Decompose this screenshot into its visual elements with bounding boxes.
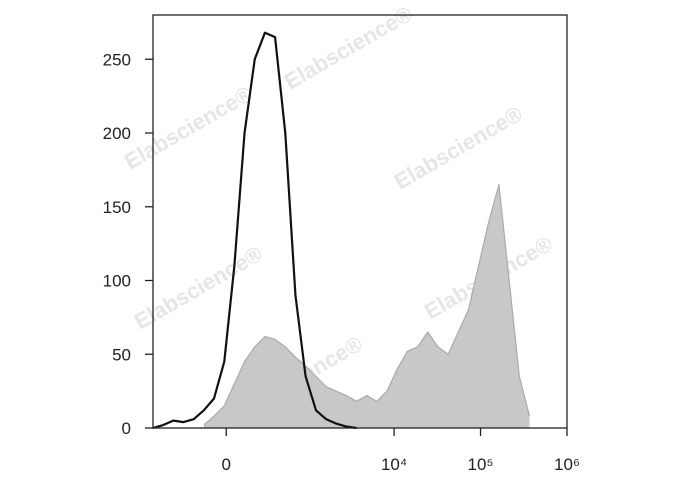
watermark: Elabscience® bbox=[120, 81, 257, 174]
y-tick-label: 50 bbox=[112, 345, 131, 364]
y-tick-label: 250 bbox=[103, 50, 131, 69]
watermark: Elabscience® bbox=[390, 101, 527, 194]
x-tick-label: 10⁶ bbox=[554, 455, 580, 474]
histogram-line bbox=[203, 184, 531, 426]
y-tick-label: 0 bbox=[122, 419, 131, 438]
plot-frame bbox=[152, 14, 568, 429]
x-tick-label: 10⁵ bbox=[468, 455, 494, 474]
histogram-line bbox=[152, 31, 357, 430]
x-tick-label: 0 bbox=[222, 455, 231, 474]
y-tick-label: 200 bbox=[103, 124, 131, 143]
y-tick-label: 150 bbox=[103, 198, 131, 217]
histogram-fill bbox=[203, 184, 530, 428]
y-tick-label: 100 bbox=[103, 272, 131, 291]
watermark: Elabscience® bbox=[130, 241, 267, 334]
x-tick-label: 10⁴ bbox=[381, 455, 407, 474]
